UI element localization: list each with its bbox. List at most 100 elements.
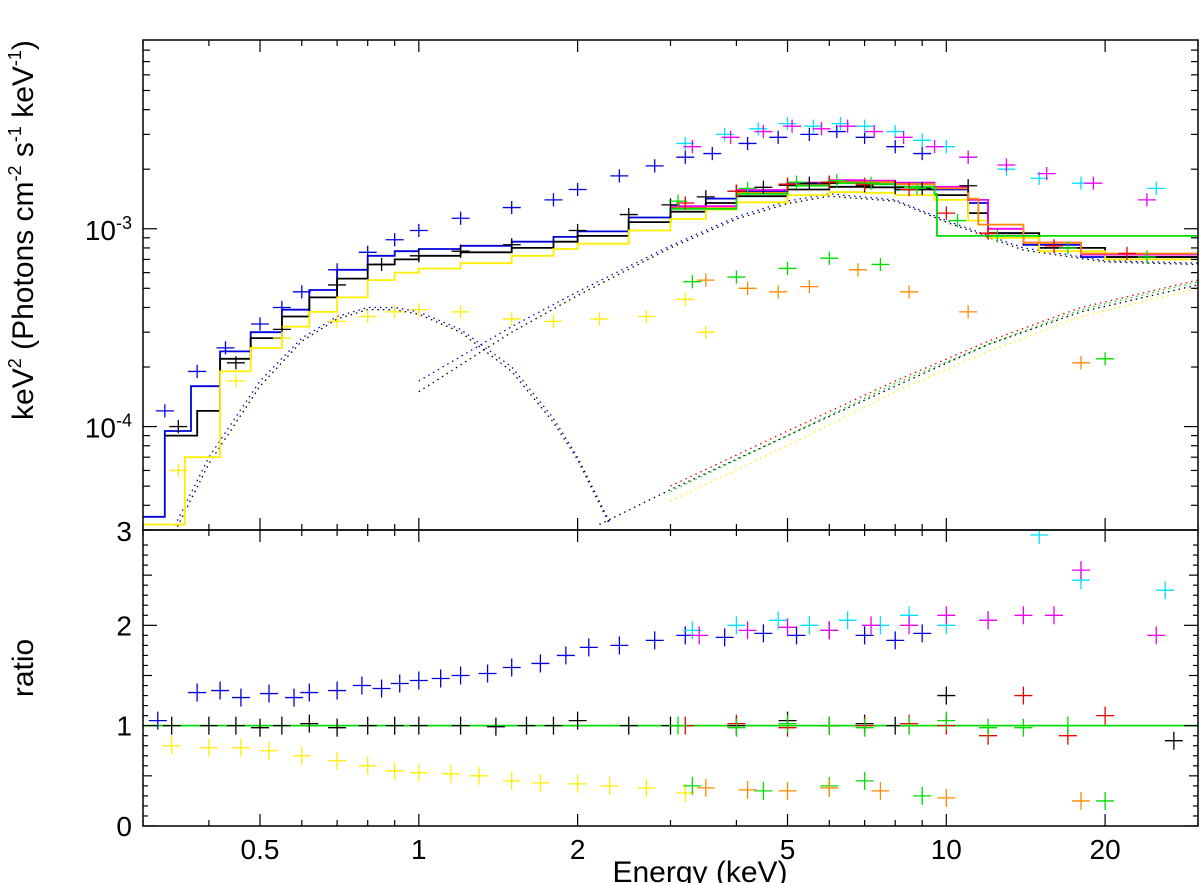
data-point [188, 683, 207, 702]
data-point [696, 190, 715, 204]
x-tick-label: 0.5 [241, 834, 280, 865]
data-point [148, 711, 167, 730]
series-red-ratio [676, 686, 1115, 745]
data-point [260, 741, 278, 760]
data-point [754, 124, 773, 139]
component-powerlaw-blue [418, 193, 1198, 382]
data-point [1014, 606, 1033, 625]
data-point [937, 686, 956, 705]
data-point [703, 146, 722, 161]
data-point [372, 679, 391, 698]
series-orange-lower-data [696, 263, 1090, 370]
data-point [590, 312, 609, 326]
data-point [502, 658, 521, 677]
data-point [358, 309, 377, 324]
ratio-ticks [142, 530, 1199, 827]
data-point [820, 716, 839, 735]
series-black-data [169, 176, 978, 434]
spectrum-panel [142, 39, 1199, 531]
data-point [871, 781, 890, 800]
data-point [390, 674, 409, 693]
data-point [1071, 791, 1090, 810]
data-point [683, 275, 702, 289]
x-axis-title: Energy (keV) [612, 856, 787, 883]
data-point [820, 621, 839, 640]
data-point [272, 300, 291, 315]
ratio-frame [142, 529, 1199, 827]
data-point [451, 666, 470, 685]
data-point [272, 331, 291, 345]
data-point [1147, 626, 1166, 645]
series-blue-data [155, 124, 932, 418]
data-point [738, 281, 757, 295]
data-point [162, 736, 181, 755]
data-point [199, 716, 218, 735]
data-point [568, 182, 587, 197]
data-point [328, 263, 347, 277]
data-point [610, 169, 629, 183]
data-point [838, 611, 857, 630]
data-point [913, 133, 932, 147]
series-green-data [669, 174, 1156, 264]
data-point [676, 196, 695, 210]
data-point [231, 688, 250, 707]
data-point [1071, 356, 1090, 370]
data-point [959, 305, 978, 319]
data-point [272, 716, 291, 735]
series-yellow-ratio [162, 736, 695, 802]
data-point [568, 774, 587, 793]
data-point [749, 122, 768, 136]
data-point [738, 780, 757, 799]
data-point [979, 226, 998, 240]
x-tick-label: 2 [570, 834, 586, 865]
data-point [727, 270, 746, 284]
data-point [800, 176, 819, 190]
data-point [300, 683, 319, 702]
data-point [556, 646, 575, 665]
data-point [925, 140, 944, 154]
data-point [451, 716, 470, 735]
data-point [1084, 176, 1103, 190]
data-point [285, 688, 304, 707]
data-point [568, 223, 587, 238]
data-point [988, 229, 1007, 243]
data-point [862, 616, 881, 635]
data-point [738, 621, 757, 640]
data-point [162, 716, 181, 735]
y-axis-title-ratio: ratio [7, 639, 40, 697]
y-tick-label: 1 [116, 711, 132, 742]
data-point [619, 207, 638, 222]
data-point [676, 136, 695, 151]
data-point [292, 285, 311, 299]
data-point [531, 773, 550, 792]
data-point [1014, 686, 1033, 705]
data-point [544, 716, 563, 735]
data-point [812, 122, 831, 136]
data-point [683, 621, 702, 640]
data-point [385, 716, 404, 735]
data-point [155, 404, 174, 418]
data-point [600, 776, 619, 795]
series-magenta-ratio [690, 561, 1166, 645]
data-point [913, 624, 932, 643]
data-point [1030, 530, 1049, 545]
data-point [169, 419, 188, 434]
data-point [676, 150, 695, 164]
component-rising-black [599, 284, 1198, 526]
data-point [645, 159, 664, 173]
component-rising-green [670, 281, 1198, 492]
data-point [502, 771, 521, 790]
data-point [800, 616, 819, 635]
ratio-panel [142, 529, 1199, 827]
data-point [502, 312, 521, 326]
y-axis-title-spectrum: keV2 (Photons cm-2 s-1 keV-1) [5, 40, 40, 420]
data-point [690, 626, 709, 645]
series-green-lower-data [683, 251, 1115, 366]
data-point [800, 279, 819, 294]
series-green-ratio [669, 711, 1077, 737]
data-point [900, 716, 919, 735]
data-point [441, 764, 460, 783]
data-point [886, 140, 905, 154]
data-point [683, 140, 702, 154]
data-point [820, 175, 839, 189]
